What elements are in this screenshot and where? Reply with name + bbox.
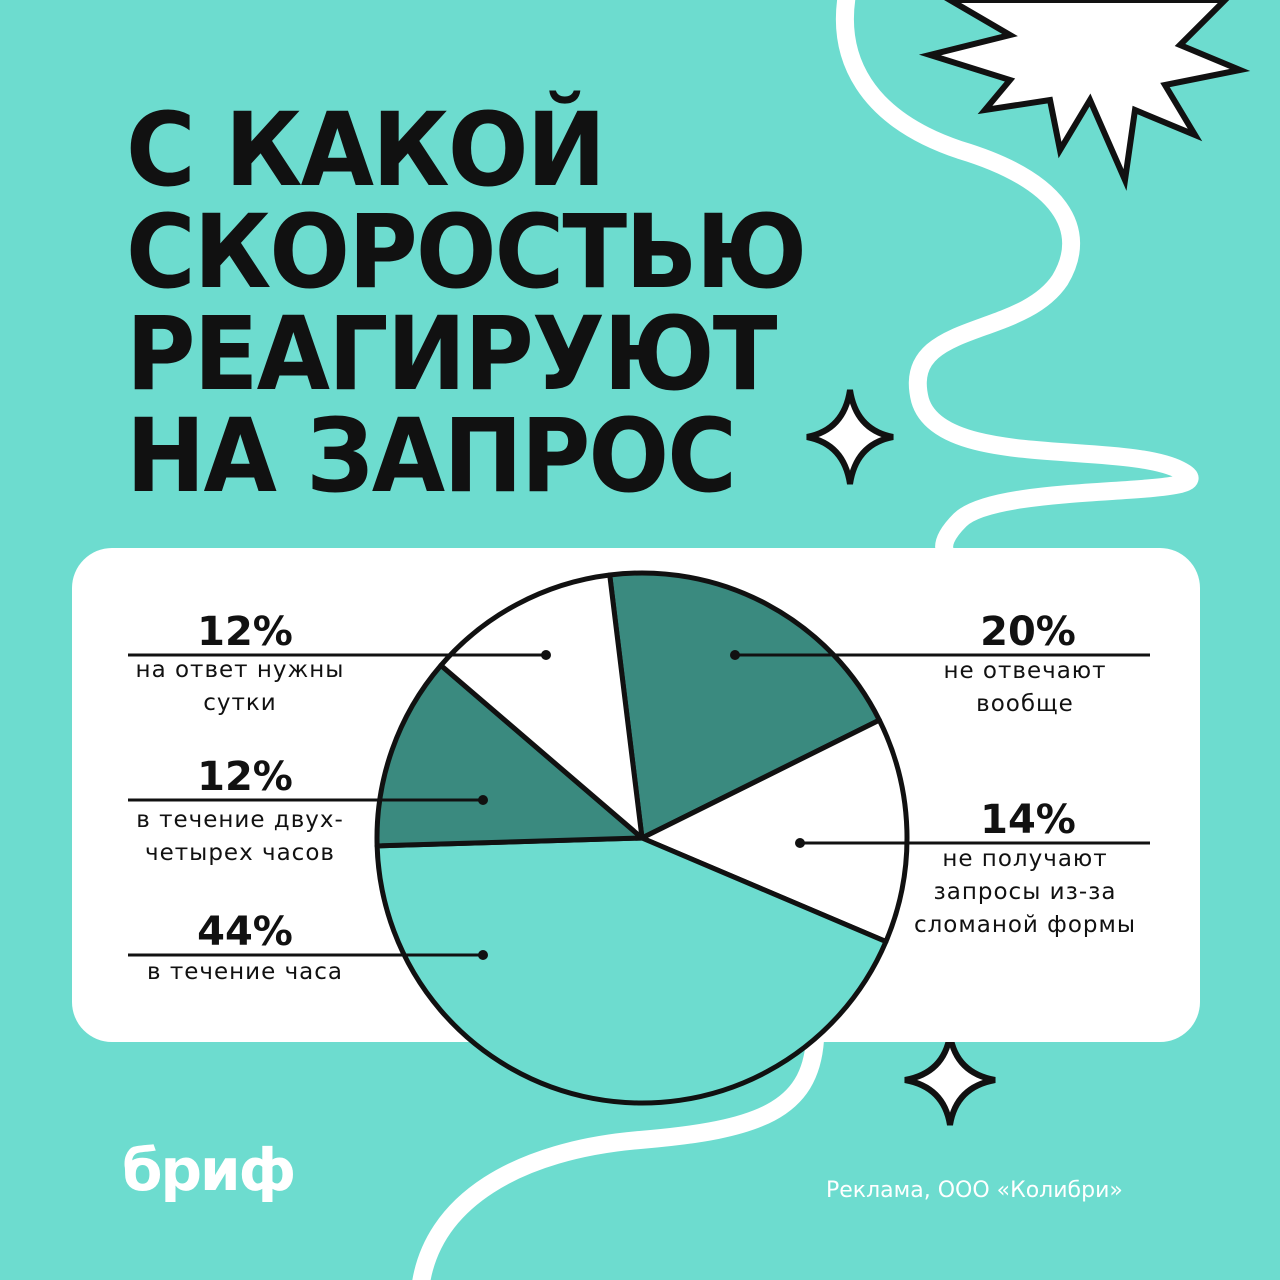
leader-dot (478, 950, 488, 960)
wave (412, 1039, 824, 1280)
leaders (128, 650, 1150, 960)
value-label: 12% (197, 609, 293, 655)
sparkle (806, 389, 894, 485)
category-label: в течение часа (146, 959, 344, 985)
category-label: на ответ нужны сутки (135, 657, 345, 716)
value-label: 20% (980, 609, 1076, 655)
value-label: 44% (197, 909, 293, 955)
leader-dot (795, 838, 805, 848)
footer: Реклама, ООО «Колибри» (826, 1178, 1123, 1203)
value-label: 14% (980, 797, 1076, 843)
leader-dot (730, 650, 740, 660)
sparkle (904, 1034, 996, 1126)
pie-slice (607, 570, 882, 841)
starburst (918, 0, 1251, 191)
logo: бриф (122, 1136, 296, 1204)
value-label: 12% (197, 754, 293, 800)
pie-slice (639, 717, 910, 945)
title: С КАКОЙ СКОРОСТЬЮ РЕАГИРУЮТ НА ЗАПРОС (126, 91, 807, 516)
wave (836, 0, 1199, 569)
category-label: не отвечают вообще (943, 658, 1107, 717)
leader-dot (478, 795, 488, 805)
pie (374, 570, 910, 1106)
category-label: в течение двух-четырех часов (136, 807, 344, 866)
pie-slice (374, 835, 889, 1106)
category-label: не получают запросы из-за сломаной формы (913, 846, 1137, 938)
leader-dot (541, 650, 551, 660)
